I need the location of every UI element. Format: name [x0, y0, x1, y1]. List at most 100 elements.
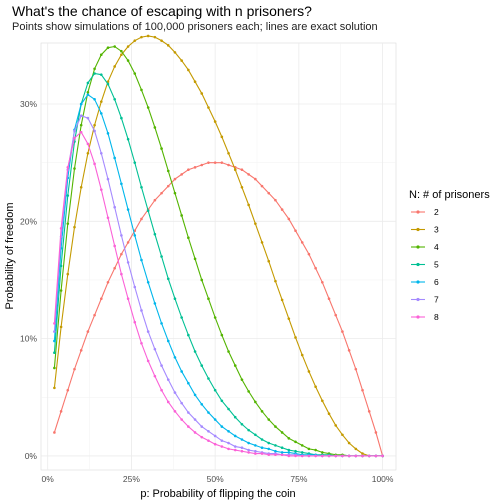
data-point-4 [233, 364, 237, 367]
data-point-7 [99, 151, 103, 155]
grid-major [41, 43, 396, 470]
legend-label-6: 6 [434, 277, 439, 287]
data-point-8 [66, 166, 70, 169]
data-point-3 [193, 80, 197, 84]
data-point-5 [187, 333, 190, 337]
data-point-3 [227, 151, 230, 155]
data-point-8 [354, 454, 358, 458]
data-point-4 [254, 400, 257, 404]
data-point-6 [233, 434, 237, 438]
data-point-2 [321, 281, 324, 284]
chart-title: What's the chance of escaping with n pri… [12, 3, 312, 19]
data-point-6 [173, 356, 177, 359]
x-tick-label: 100% [372, 474, 394, 484]
data-point-5 [240, 422, 244, 426]
x-tick-label: 75% [290, 474, 307, 484]
data-point-7 [93, 129, 96, 133]
data-point-3 [287, 317, 291, 320]
data-point-8 [59, 227, 63, 230]
data-point-2 [220, 161, 224, 164]
data-point-7 [53, 330, 56, 333]
data-point-5 [233, 415, 237, 419]
data-point-3 [86, 151, 90, 155]
data-point-8 [126, 297, 130, 301]
data-point-6 [160, 322, 163, 325]
data-point-7 [213, 434, 217, 438]
data-point-2 [267, 191, 271, 195]
data-point-4 [180, 214, 183, 217]
data-point-5 [126, 137, 130, 141]
data-point-4 [321, 451, 324, 454]
data-point-5 [280, 446, 284, 450]
data-point-8 [93, 162, 96, 166]
data-point-6 [53, 339, 56, 343]
data-point-8 [79, 130, 83, 134]
legend-key-point [416, 227, 420, 232]
data-point-3 [200, 92, 204, 95]
data-point-8 [173, 410, 177, 413]
x-tick-label: 25% [123, 474, 140, 484]
data-point-6 [254, 444, 257, 447]
data-point-7 [106, 177, 110, 181]
data-point-6 [180, 370, 183, 373]
legend: 2 3 4 5 6 7 8 [411, 207, 439, 322]
data-point-6 [227, 429, 230, 433]
data-point-2 [254, 177, 257, 181]
data-point-4 [133, 72, 137, 75]
data-point-2 [213, 161, 217, 164]
data-point-6 [99, 112, 103, 115]
data-point-2 [207, 161, 210, 164]
data-point-2 [53, 431, 56, 434]
plot-panel [40, 42, 397, 471]
data-point-4 [99, 53, 103, 57]
data-point-8 [140, 342, 143, 345]
legend-key-point [416, 297, 420, 302]
legend-label-4: 4 [434, 242, 439, 252]
data-point-4 [140, 88, 143, 92]
legend-key-point [416, 262, 420, 267]
data-point-7 [126, 261, 130, 264]
data-point-4 [200, 278, 204, 282]
data-point-8 [166, 400, 170, 404]
data-point-2 [367, 410, 371, 413]
data-point-3 [213, 120, 217, 123]
data-point-2 [99, 297, 103, 301]
data-point-5 [254, 433, 257, 437]
data-point-2 [274, 198, 277, 202]
data-point-8 [381, 454, 384, 458]
legend-label-8: 8 [434, 312, 439, 322]
legend-key-point [416, 210, 420, 214]
data-point-2 [354, 367, 358, 371]
data-point-3 [361, 452, 364, 455]
data-point-8 [187, 425, 190, 428]
data-point-3 [294, 336, 297, 339]
data-point-4 [207, 297, 210, 301]
data-point-3 [93, 123, 96, 127]
data-point-2 [287, 217, 291, 221]
data-point-3 [160, 39, 163, 42]
data-point-3 [220, 135, 224, 139]
data-point-8 [374, 454, 378, 458]
data-point-3 [140, 35, 143, 39]
data-point-4 [53, 366, 56, 370]
data-point-5 [207, 377, 210, 380]
data-point-6 [260, 446, 264, 450]
data-point-5 [93, 72, 96, 75]
data-point-2 [227, 163, 230, 167]
data-point-8 [220, 445, 224, 448]
legend-key-point [416, 245, 420, 249]
data-point-4 [274, 425, 277, 428]
data-point-6 [240, 438, 244, 441]
data-point-8 [106, 216, 110, 220]
data-point-6 [126, 208, 130, 211]
legend-key-point [416, 315, 420, 319]
data-point-7 [140, 309, 143, 312]
data-point-5 [106, 82, 110, 86]
data-point-8 [361, 454, 364, 458]
data-point-2 [300, 241, 304, 244]
data-point-2 [347, 349, 351, 352]
data-point-3 [274, 279, 277, 283]
data-point-6 [113, 156, 116, 160]
data-point-8 [294, 454, 297, 458]
data-point-8 [207, 439, 210, 442]
